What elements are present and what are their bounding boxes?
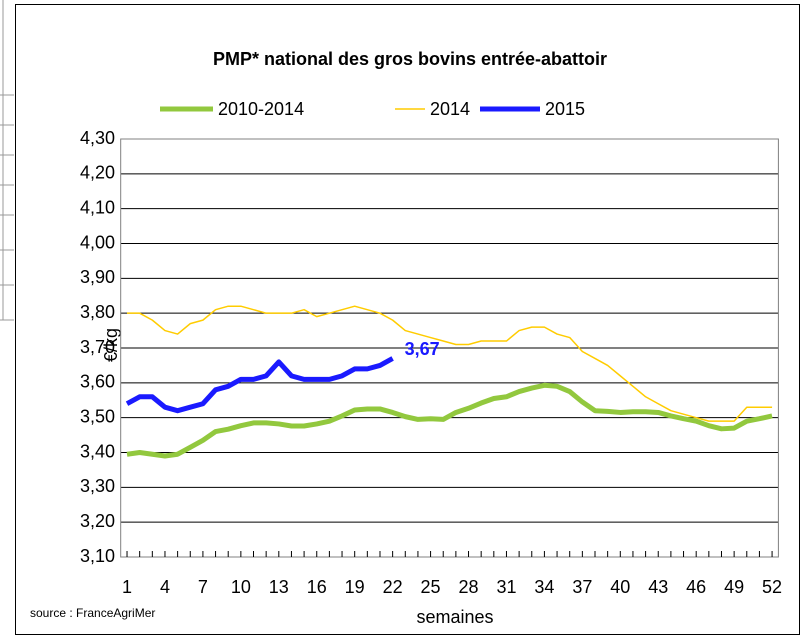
y-tick-label: 4,10 [80,197,115,217]
series-line [126,382,773,459]
x-tick-label: 40 [610,577,630,597]
y-tick-label: 3,70 [80,337,115,357]
x-tick-label: 1 [122,577,132,597]
x-axis-label: semaines [416,607,493,627]
x-tick-label: 43 [648,577,668,597]
series-line [125,356,394,414]
x-tick-label: 46 [686,577,706,597]
x-tick-label: 34 [534,577,554,597]
legend-label: 2010-2014 [218,99,304,119]
y-tick-label: 4,20 [80,163,115,183]
y-tick-label: 3,80 [80,302,115,322]
x-tick-label: 16 [307,577,327,597]
x-tick-label: 19 [345,577,365,597]
y-tick-label: 3,20 [80,511,115,531]
chart-title: PMP* national des gros bovins entrée-aba… [213,49,607,69]
y-tick-label: 3,30 [80,476,115,496]
x-tick-label: 25 [421,577,441,597]
x-tick-label: 10 [231,577,251,597]
x-tick-label: 4 [160,577,170,597]
x-tick-label: 37 [572,577,592,597]
y-tick-label: 4,00 [80,232,115,252]
legend-label: 2014 [430,99,470,119]
x-tick-label: 28 [459,577,479,597]
x-tick-label: 7 [198,577,208,597]
y-tick-label: 3,90 [80,267,115,287]
source: source : FranceAgriMer [30,606,155,620]
x-tick-label: 22 [383,577,403,597]
y-tick-label: 3,60 [80,372,115,392]
y-tick-label: 3,10 [80,546,115,566]
x-tick-label: 13 [269,577,289,597]
x-tick-label: 49 [724,577,744,597]
y-tick-label: 3,40 [80,441,115,461]
x-tick-label: 31 [496,577,516,597]
series-line [127,305,773,422]
y-tick-label: 4,30 [80,128,115,148]
y-axis-label: €/kg [101,328,121,362]
y-tick-label: 3,50 [80,406,115,426]
side-table [0,0,14,321]
x-tick-label: 52 [762,577,782,597]
legend-label: 2015 [545,99,585,119]
chart-frame [15,4,800,635]
value-label: 3,67 [405,339,440,359]
plot-frame [120,138,779,558]
